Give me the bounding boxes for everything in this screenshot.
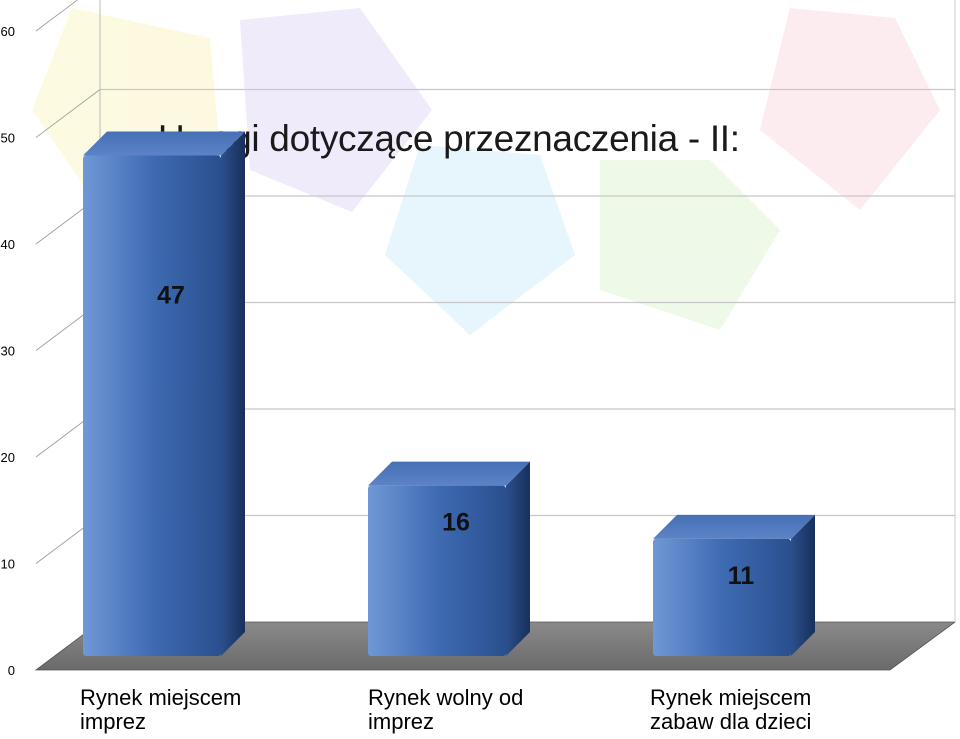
category-label: Rynek miejscem imprez (80, 686, 300, 734)
bar (653, 538, 791, 656)
chart-title: Uwagi dotyczące przeznaczenia - II: (158, 118, 740, 159)
bar (83, 155, 221, 656)
y-tick-label: 40 (1, 237, 15, 252)
pink-pentagon (760, 8, 940, 210)
bar (368, 485, 506, 656)
y-tick-label: 50 (1, 131, 15, 146)
bar-top (83, 131, 245, 156)
category-label-line: zabaw dla dzieci (650, 709, 812, 734)
category-label-line: imprez (368, 709, 435, 734)
category-label: Rynek miejscem zabaw dla dzieci (650, 686, 870, 734)
y-tick-label: 20 (1, 450, 15, 465)
bar-top (653, 514, 815, 539)
gridline-depth (35, 89, 101, 138)
y-tick-label: 30 (1, 344, 15, 359)
green-pentagon (600, 160, 780, 330)
data-label: 16 (442, 509, 470, 537)
category-label-line: Rynek wolny od (368, 685, 524, 710)
bar-side (221, 131, 245, 656)
y-tick-label: 0 (8, 663, 15, 678)
bar-side (506, 461, 530, 656)
bar-top (368, 461, 530, 486)
category-label-line: imprez (80, 709, 147, 734)
bar-side (791, 514, 815, 656)
blue-pentagon (385, 145, 575, 335)
y-tick-label: 10 (1, 557, 15, 572)
category-label: Rynek wolny od imprez (368, 686, 588, 734)
purple-pentagon (240, 8, 432, 212)
category-label-line: Rynek miejscem (650, 685, 812, 710)
data-label: 11 (728, 562, 755, 590)
y-tick-label: 60 (1, 24, 15, 39)
data-label: 47 (157, 281, 185, 309)
gridline-depth (35, 0, 78, 32)
category-label-line: Rynek miejscem (80, 685, 242, 710)
